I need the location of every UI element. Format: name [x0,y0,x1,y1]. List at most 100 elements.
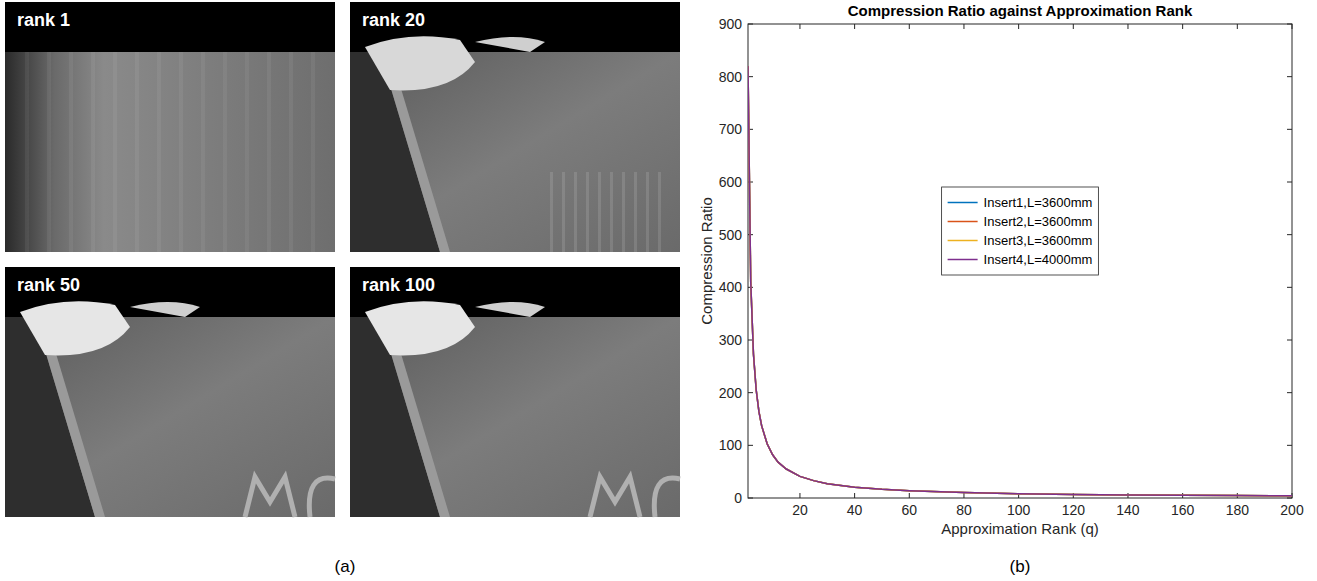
y-tick [1287,24,1292,25]
chart-title: Compression Ratio against Approximation … [848,2,1193,19]
image-wear-region [475,37,545,52]
image-wear-region [475,302,545,317]
image-texture [245,52,249,252]
image-panel: rank 1 [5,2,335,252]
image-texture [201,52,205,252]
chart: 2040608010012014016018020001002003004005… [698,2,1304,537]
y-tick-label: 100 [719,437,743,453]
image-texture [223,52,227,252]
series-group [748,66,1292,496]
image-engraving [590,477,640,517]
x-tick-label: 180 [1226,502,1250,518]
image-texture [562,172,565,252]
image-wear-region [365,301,475,355]
x-tick-label: 200 [1280,502,1304,518]
x-tick-label: 160 [1171,502,1195,518]
series-line [748,66,1292,496]
legend-label: Insert3,L=3600mm [984,233,1093,248]
legend-label: Insert2,L=3600mm [984,214,1093,229]
image-engraving [245,477,295,517]
y-tick-label: 400 [719,279,743,295]
y-tick-label: 800 [719,69,743,85]
image-texture [267,52,271,252]
legend: Insert1,L=3600mm Insert2,L=3600mm Insert3,… [942,187,1099,275]
image-label: rank 50 [17,275,80,295]
x-tick [854,24,855,29]
x-tick [1018,24,1019,29]
x-tick [909,493,910,498]
image-texture [634,172,637,252]
x-tick [963,493,964,498]
image-engraving [654,478,680,517]
image-texture [289,52,293,252]
image-background [5,267,335,517]
y-tick [748,498,753,499]
panel-caption: (a) [335,557,356,576]
image-engraving [309,478,335,517]
x-tick [799,493,800,498]
y-tick-label: 500 [719,227,743,243]
x-tick [854,493,855,498]
y-tick [748,24,753,25]
legend-label: Insert4,L=4000mm [984,252,1093,267]
image-texture [550,172,553,252]
image-texture [658,172,661,252]
y-tick-label: 300 [719,332,743,348]
image-panel: rank 50 [5,267,335,517]
x-tick [963,24,964,29]
image-texture [25,52,29,252]
x-tick-label: 120 [1062,502,1086,518]
image-texture [622,172,625,252]
legend-label: Insert1,L=3600mm [984,195,1093,210]
panel-caption: (b) [1010,557,1031,576]
x-tick-label: 100 [1007,502,1031,518]
image-body [5,52,335,252]
image-texture [47,52,51,252]
image-texture [311,52,315,252]
x-tick [1182,24,1183,29]
plot-frame [748,24,1292,498]
image-texture [574,172,577,252]
x-tick [1127,24,1128,29]
y-tick [1287,182,1292,183]
x-tick [1292,24,1293,29]
legend-box [942,187,1099,275]
image-texture [157,52,161,252]
legend-swatch [948,259,978,261]
x-axis-title: Approximation Rank (q) [941,520,1099,537]
x-tick [1073,24,1074,29]
y-tick [1287,498,1292,499]
image-label: rank 20 [362,10,425,30]
x-tick-label: 20 [792,502,808,518]
y-tick-label: 900 [719,16,743,32]
y-tick [1287,287,1292,288]
image-label: rank 1 [17,10,70,30]
image-panel: rank 100 [350,267,680,517]
image-label: rank 100 [362,275,435,295]
figure: rank 1 rank 20 rank 50 rank 100 (a) 20 40 60 80 1… [0,0,1317,581]
x-tick-label: 80 [956,502,972,518]
legend-swatch [948,240,978,242]
x-tick-label: 40 [847,502,863,518]
y-axis-title: Compression Ratio [698,197,715,325]
y-tick [1287,340,1292,341]
y-tick [748,392,753,393]
x-tick [909,24,910,29]
image-texture [113,52,117,252]
image-background [350,267,680,517]
series-line [748,66,1292,496]
image-wear-region [20,301,130,355]
image-texture [598,172,601,252]
y-tick [1287,76,1292,77]
x-tick [799,24,800,29]
x-tick [1237,24,1238,29]
image-wear-region [365,36,475,90]
image-texture [135,52,139,252]
image-panel: rank 20 [350,2,680,252]
image-texture [69,52,73,252]
y-tick-label: 700 [719,121,743,137]
image-texture [91,52,95,252]
image-wear-region [130,302,200,317]
series-line [748,66,1292,496]
x-tick-label: 60 [901,502,917,518]
